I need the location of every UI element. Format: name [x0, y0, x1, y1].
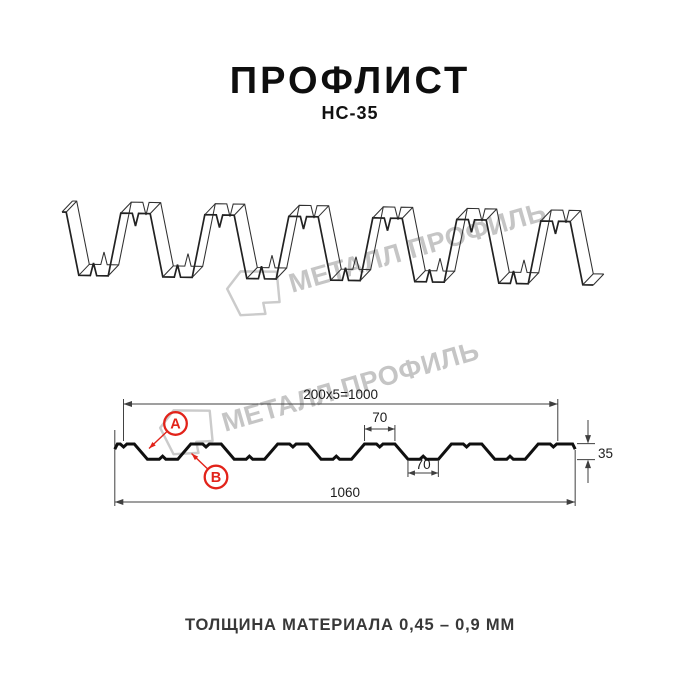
fold-edge-line	[359, 269, 372, 281]
fold-edge-line	[191, 266, 204, 278]
dimension-arrowhead	[149, 441, 156, 449]
dim-rib-top-label: 70	[372, 410, 387, 425]
profile-cross-section: 200x5=1000 70 70 35 1060 А В	[113, 387, 613, 506]
profile-3d-view	[61, 200, 605, 286]
fold-edge-line	[498, 271, 510, 284]
fold-edge-line	[275, 267, 288, 280]
dim-height-label: 35	[598, 446, 613, 461]
section-profile-outline	[113, 442, 577, 461]
fold-edge-line	[107, 264, 120, 277]
metall-profil-logo-icon	[158, 409, 214, 456]
callout-b-letter: В	[211, 470, 221, 486]
dimension-arrowhead	[364, 426, 372, 432]
sheet-back-edge	[72, 200, 604, 275]
dimension-arrowhead	[191, 453, 199, 461]
fold-edge-line	[204, 203, 216, 216]
fold-edge-line	[582, 273, 594, 286]
sheet-front-edge	[61, 211, 594, 286]
fold-edge-line	[288, 204, 300, 217]
fold-edge-line	[120, 201, 132, 214]
callout-a-letter: А	[170, 417, 181, 433]
fold-edge-line	[372, 206, 384, 219]
callout-circle	[203, 464, 229, 490]
dimension-arrowhead	[123, 401, 132, 407]
dimension-arrowhead	[431, 470, 439, 476]
fold-edge-line	[414, 270, 426, 282]
dimension-arrowhead	[387, 426, 395, 432]
dimension-arrowhead	[549, 401, 558, 407]
page-title: ПРОФЛИСТ	[229, 60, 471, 102]
dim-top-label: 200x5=1000	[303, 387, 378, 402]
fold-edge-line	[527, 272, 540, 285]
profile-model-name: НС-35	[321, 103, 379, 123]
dimension-arrowhead	[585, 459, 591, 469]
fold-edge-line	[65, 200, 78, 213]
fold-edge-line	[485, 208, 498, 221]
fold-edge-line	[330, 268, 342, 281]
dimension-arrowhead	[585, 435, 591, 444]
fold-edge-line	[317, 205, 330, 218]
fold-edge-line	[78, 263, 90, 276]
fold-edge-line	[540, 209, 552, 222]
watermark-metall-profil: МЕТАЛЛ ПРОФИЛЬ	[158, 335, 499, 477]
thickness-note: ТОЛЩИНА МАТЕРИАЛА 0,45 – 0,9 ММ	[184, 616, 515, 634]
fold-edge-line	[569, 210, 582, 222]
dim-rib-bottom-label: 70	[416, 457, 431, 472]
watermark-inner: МЕТАЛЛ ПРОФИЛЬ	[153, 320, 500, 483]
fold-edge-line	[149, 202, 162, 215]
fold-edge-line	[162, 265, 174, 278]
dimension-arrowhead	[407, 470, 415, 476]
fold-edge-line	[456, 208, 468, 220]
dim-total-label: 1060	[330, 485, 360, 500]
fold-edge-line	[246, 267, 258, 279]
fold-edge-line	[233, 203, 246, 216]
callout-circle	[163, 411, 188, 436]
fold-edge-line	[61, 200, 73, 213]
fold-edge-line	[401, 207, 414, 219]
callout-a: А	[148, 411, 188, 450]
callout-b: В	[191, 452, 229, 490]
fold-edge-line	[592, 273, 605, 286]
fold-edge-line	[443, 270, 456, 283]
dimension-arrowhead	[566, 499, 576, 505]
dimension-arrowhead	[114, 499, 124, 505]
